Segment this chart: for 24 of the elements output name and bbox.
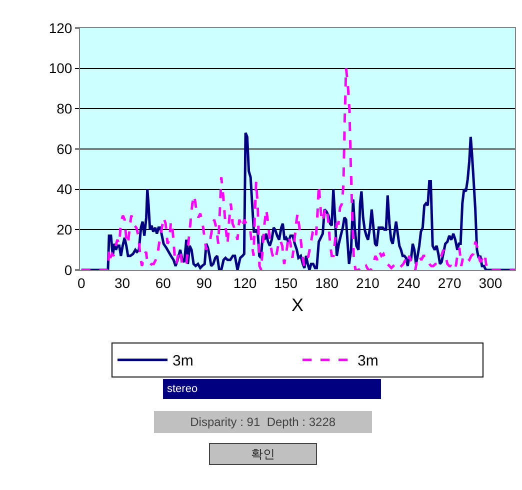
- y-tick-label: 100: [48, 60, 72, 76]
- x-tick-label: 90: [196, 274, 212, 291]
- legend-label: 3m: [172, 352, 194, 370]
- x-tick-label: 60: [155, 274, 172, 291]
- y-tick-label: 0: [64, 262, 72, 278]
- y-tick-label: 20: [56, 222, 72, 238]
- x-tick-label: 120: [233, 274, 257, 291]
- y-tick-label: 120: [48, 20, 72, 36]
- y-tick-label: 80: [56, 100, 72, 117]
- x-tick-label: 210: [356, 274, 380, 291]
- text: 확인: [251, 447, 275, 461]
- x-tick-label: 30: [114, 274, 130, 291]
- text: stereo: [167, 383, 198, 395]
- x-tick-label: 180: [315, 274, 339, 291]
- y-tick-label: 40: [56, 181, 72, 198]
- x-tick-label: 240: [396, 274, 421, 291]
- x-tick-label: 270: [438, 274, 462, 291]
- x-tick-label: 150: [274, 274, 298, 291]
- x-tick-label: 300: [478, 274, 502, 291]
- text: Disparity : 91 Depth : 3228: [190, 415, 336, 429]
- legend-label: 3m: [358, 352, 378, 370]
- x-tick-label: 0: [77, 274, 86, 291]
- x-axis-title: X: [291, 294, 304, 315]
- y-tick-label: 60: [56, 140, 72, 157]
